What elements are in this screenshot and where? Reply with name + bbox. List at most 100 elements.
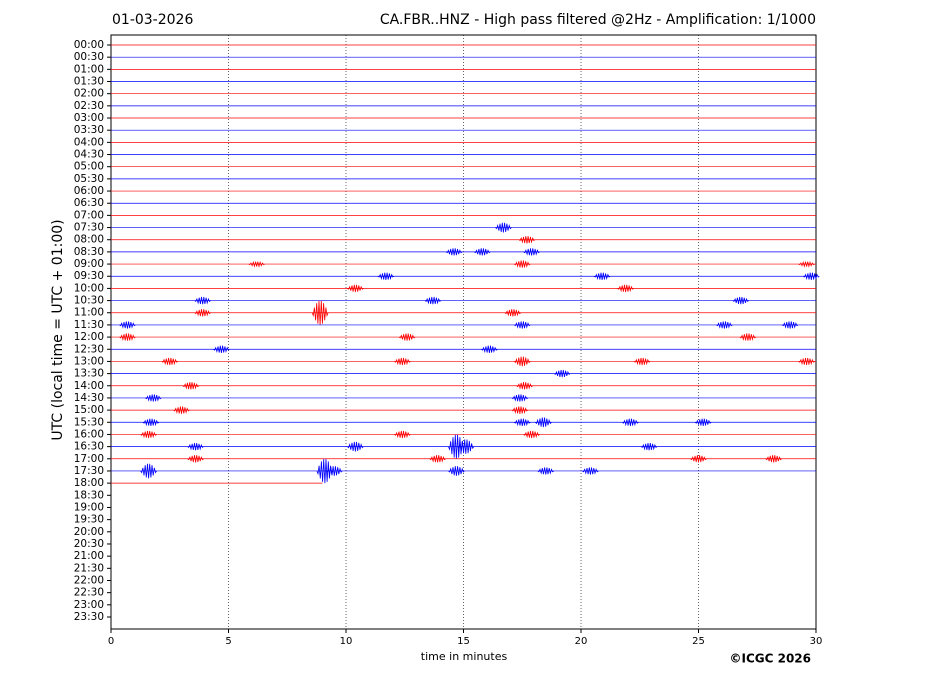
y-tick-label: 05:00	[74, 161, 104, 173]
burst	[523, 430, 540, 439]
burst	[326, 466, 343, 476]
burst	[518, 236, 536, 244]
burst	[781, 321, 799, 329]
burst	[514, 356, 531, 367]
burst	[394, 430, 411, 439]
y-axis-label: UTC (local time = UTC + 01:00)	[50, 219, 66, 440]
x-tick-label: 0	[108, 636, 114, 647]
burst	[481, 345, 498, 354]
chart-title: CA.FBR..HNZ - High pass filtered @2Hz - …	[380, 12, 816, 28]
y-tick-label: 16:00	[74, 428, 104, 440]
y-tick-label: 19:30	[74, 514, 104, 526]
y-tick-label: 10:30	[74, 295, 104, 307]
y-tick-label: 01:00	[74, 63, 104, 75]
burst	[394, 357, 411, 366]
y-tick-label: 17:30	[74, 465, 104, 477]
y-tick-label: 13:00	[74, 355, 104, 367]
y-tick-label: 17:00	[74, 453, 104, 465]
burst	[504, 309, 522, 317]
x-tick-label: 25	[692, 636, 705, 647]
y-tick-label: 12:00	[74, 331, 104, 343]
burst	[142, 418, 160, 427]
burst	[798, 357, 815, 366]
burst	[182, 382, 200, 390]
y-tick-label: 18:30	[74, 489, 104, 501]
y-tick-label: 18:00	[74, 477, 104, 489]
burst	[535, 417, 552, 428]
burst	[140, 430, 157, 439]
copyright: ©ICGC 2026	[729, 652, 811, 666]
y-tick-label: 02:30	[74, 100, 104, 112]
y-tick-label: 14:30	[74, 392, 104, 404]
x-axis-label: time in minutes	[421, 650, 508, 663]
y-tick-label: 06:00	[74, 185, 104, 197]
y-tick-label: 03:30	[74, 124, 104, 136]
y-tick-label: 15:30	[74, 416, 104, 428]
burst	[640, 443, 658, 451]
y-tick-label: 01:30	[74, 76, 104, 88]
y-tick-label: 08:30	[74, 246, 104, 258]
burst	[622, 418, 639, 427]
y-tick-label: 05:30	[74, 173, 104, 185]
x-tick-label: 5	[225, 636, 231, 647]
burst	[194, 296, 211, 305]
y-tick-label: 20:30	[74, 538, 104, 550]
burst	[377, 272, 395, 281]
burst	[248, 260, 265, 268]
burst	[347, 441, 364, 452]
burst	[119, 333, 136, 341]
y-tick-label: 21:30	[74, 562, 104, 574]
date-title: 01-03-2026	[112, 12, 193, 28]
burst	[187, 443, 204, 451]
x-tick-label: 20	[575, 636, 588, 647]
y-tick-label: 13:30	[74, 368, 104, 380]
y-tick-label: 06:30	[74, 197, 104, 209]
x-tick-label: 15	[457, 636, 470, 647]
y-tick-label: 09:30	[74, 270, 104, 282]
y-tick-label: 16:30	[74, 441, 104, 453]
burst	[803, 272, 820, 281]
burst	[398, 333, 416, 341]
y-tick-label: 23:00	[74, 599, 104, 611]
y-tick-label: 11:00	[74, 307, 104, 319]
burst	[424, 296, 442, 305]
burst	[161, 357, 179, 366]
burst	[798, 260, 815, 268]
burst	[633, 357, 651, 366]
y-tick-label: 08:00	[74, 234, 104, 246]
y-tick-label: 07:00	[74, 209, 104, 221]
burst	[514, 418, 531, 427]
burst	[448, 466, 465, 476]
burst	[716, 321, 733, 329]
y-tick-label: 03:00	[74, 112, 104, 124]
y-tick-label: 00:00	[74, 39, 104, 51]
burst	[732, 296, 750, 305]
y-tick-label: 02:00	[74, 88, 104, 100]
burst	[516, 382, 533, 390]
burst	[173, 406, 190, 414]
burst	[429, 455, 446, 463]
y-tick-label: 20:00	[74, 526, 104, 538]
burst	[690, 455, 707, 463]
burst	[593, 272, 611, 281]
y-tick-label: 21:00	[74, 550, 104, 562]
burst	[523, 248, 540, 256]
y-tick-label: 11:30	[74, 319, 104, 331]
y-tick-label: 10:00	[74, 282, 104, 294]
burst	[514, 321, 531, 329]
burst	[187, 455, 204, 463]
y-tick-label: 22:00	[74, 574, 104, 586]
y-tick-label: 04:00	[74, 136, 104, 148]
burst	[457, 439, 475, 454]
y-tick-label: 12:30	[74, 343, 104, 355]
burst	[495, 222, 512, 233]
burst	[140, 463, 157, 479]
burst	[474, 248, 491, 256]
y-tick-label: 23:30	[74, 611, 104, 623]
burst	[553, 369, 571, 378]
burst	[537, 467, 555, 475]
burst	[511, 394, 529, 402]
y-tick-label: 09:00	[74, 258, 104, 270]
x-tick-label: 30	[810, 636, 823, 647]
